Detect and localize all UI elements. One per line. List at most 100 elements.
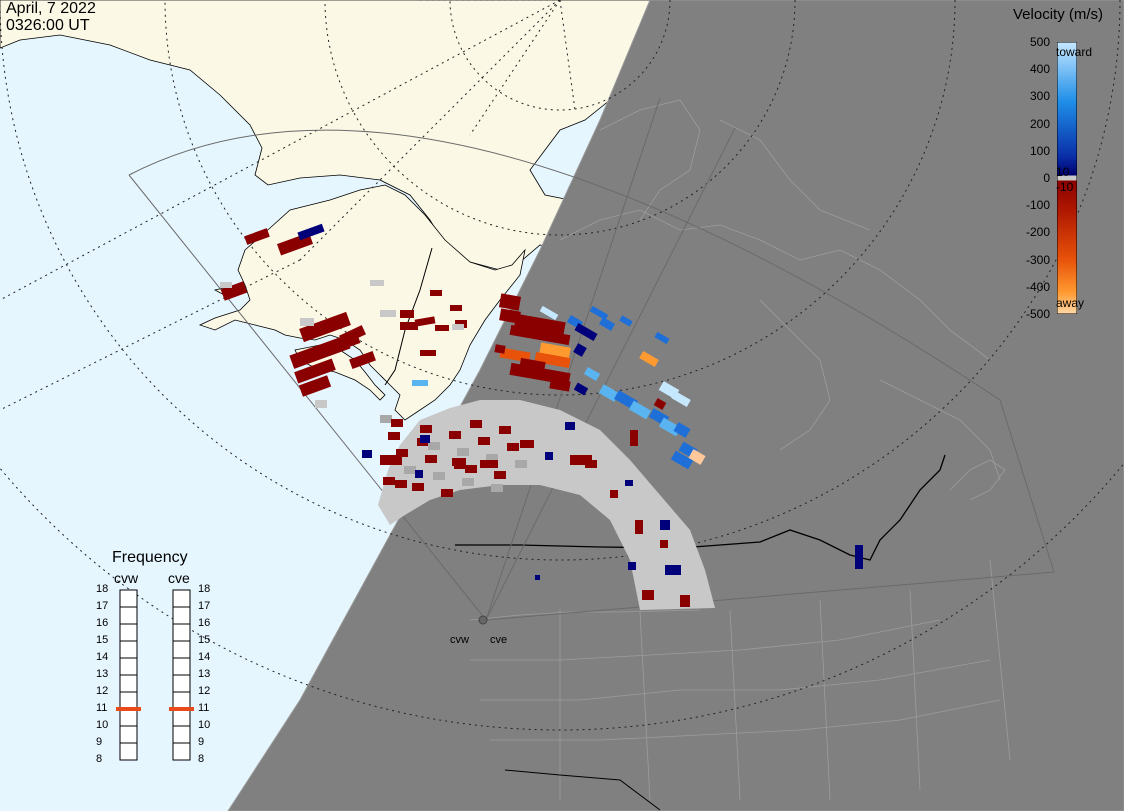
frequency-scale-cell	[172, 589, 191, 608]
frequency-scale-cell	[172, 708, 191, 727]
night-shade	[227, 0, 1124, 811]
frequency-scale-cell	[119, 640, 138, 659]
scatter-cell	[433, 472, 445, 480]
scatter-cell	[430, 290, 442, 296]
scatter-cell	[465, 465, 477, 473]
scatter-cell	[660, 540, 668, 548]
colorbar-title: Velocity (m/s)	[1013, 6, 1104, 23]
scatter-cell	[462, 478, 474, 486]
scatter-cell	[435, 325, 449, 331]
scatter-cell	[400, 322, 418, 330]
scatter-cell	[449, 431, 461, 439]
scatter-cell	[244, 228, 270, 245]
scatter-cell	[349, 351, 376, 369]
scatter-cell	[573, 343, 587, 357]
scatter-cell	[220, 281, 248, 301]
scatter-cell	[380, 455, 402, 465]
scatter-cell	[671, 391, 691, 407]
scatter-cell	[396, 449, 408, 457]
scatter-cell	[642, 590, 654, 600]
frequency-scales	[116, 589, 194, 761]
scatter-cell	[370, 280, 384, 286]
scatter-cell	[665, 565, 681, 575]
scatter-cell	[412, 380, 428, 386]
frequency-scale-cell	[119, 725, 138, 744]
scatter-cell	[315, 400, 327, 408]
site-label-cve: cve	[490, 634, 508, 646]
velocity-colorbar	[1057, 42, 1077, 314]
scatter-cell	[635, 520, 643, 534]
scatter-cell	[457, 448, 469, 456]
scatter-cell	[535, 575, 540, 580]
frequency-scale-cell	[172, 657, 191, 676]
scatter-cell	[660, 520, 670, 530]
scatter-cell	[425, 455, 437, 463]
colorbar-tick: 400	[1029, 62, 1050, 77]
scatter-cell	[220, 282, 232, 288]
frequency-scale-cell	[172, 691, 191, 710]
scatter-cell	[574, 323, 598, 341]
frequency-label-left: 16	[96, 617, 109, 629]
frequency-label-right: 8	[198, 753, 205, 765]
mexico-border	[504, 769, 661, 811]
frequency-label-right: 15	[198, 634, 211, 646]
scatter-cell	[380, 415, 392, 423]
scatter-cell	[534, 352, 571, 368]
scatter-cell	[388, 432, 400, 440]
colorbar-tick: 500	[1029, 35, 1050, 49]
frequency-scale-cell	[119, 657, 138, 676]
frequency-scale-cell	[119, 742, 138, 761]
frequency-scale-cell	[172, 674, 191, 693]
scatter-cell	[362, 450, 372, 458]
scatter-cell	[494, 344, 506, 354]
colorbar-tick: -500	[1025, 307, 1050, 321]
time-label: 0326:00 UT	[6, 17, 90, 34]
frequency-label-left: 9	[96, 736, 103, 748]
colorbar-tick: 100	[1029, 143, 1050, 158]
scatter-cell	[478, 437, 490, 445]
scatter-cell	[565, 422, 575, 430]
scatter-cell	[653, 398, 667, 410]
frequency-scale-cell	[172, 606, 191, 625]
scatter-cell	[494, 471, 506, 479]
frequency-label-right: 10	[198, 719, 211, 731]
scatter-cell	[414, 316, 436, 327]
scatter-cell	[598, 384, 620, 402]
scatter-cell	[420, 425, 432, 433]
frequency-scale-cell	[172, 725, 191, 744]
graticule	[0, 0, 1124, 731]
scatter-cell	[610, 490, 618, 498]
frequency-scale-cell	[119, 674, 138, 693]
colorbar-tick: 300	[1029, 89, 1050, 104]
colorbar-tick: -300	[1025, 252, 1050, 267]
frequency-label-left: 10	[96, 719, 109, 731]
frequency-label-right: 16	[198, 617, 211, 629]
scatter-cell	[670, 450, 694, 470]
scatter-cell	[486, 454, 498, 462]
scatter-cell	[420, 435, 430, 443]
scatter-cell	[688, 449, 706, 465]
radar-fov-outline	[128, 97, 1055, 621]
scatter-cell	[585, 460, 597, 468]
scatter-cell	[507, 443, 519, 451]
scatter-cell	[539, 305, 559, 321]
scatter-cell	[294, 358, 336, 384]
frequency-label-left: 18	[96, 583, 109, 595]
colorbar-tick: 0	[1043, 171, 1050, 185]
colorbar-tick: -400	[1025, 279, 1050, 294]
scatter-cell	[415, 470, 423, 478]
frequency-label-left: 14	[96, 651, 109, 663]
scatter-cell	[514, 313, 566, 335]
frequency-scale-cell	[172, 742, 191, 761]
scatter-cell	[583, 367, 601, 381]
scatter-cell	[428, 442, 440, 450]
scatter-cell	[391, 419, 403, 427]
frequency-title: Frequency	[112, 549, 188, 566]
scatter-cell	[855, 545, 863, 569]
frequency-label-left: 12	[96, 685, 109, 697]
frequency-label-right: 14	[198, 651, 211, 663]
scatter-cell	[400, 310, 414, 318]
colorbar-tick: -200	[1025, 225, 1050, 240]
land-alaska-north	[0, 0, 661, 271]
